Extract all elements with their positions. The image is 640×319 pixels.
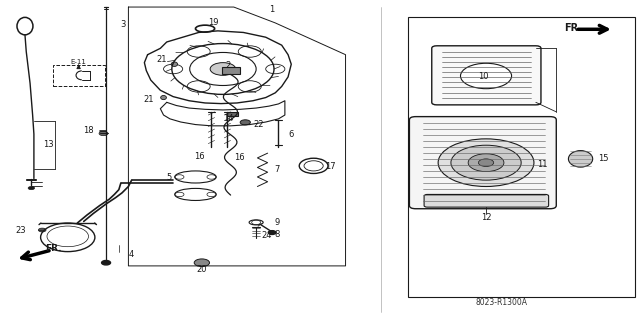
Ellipse shape xyxy=(172,62,177,66)
Text: FR.: FR. xyxy=(564,23,582,33)
Circle shape xyxy=(268,231,276,234)
Text: 10: 10 xyxy=(477,72,488,81)
Ellipse shape xyxy=(161,95,166,100)
Text: 16: 16 xyxy=(195,152,205,161)
Text: 1: 1 xyxy=(269,5,274,14)
Text: 16: 16 xyxy=(234,153,244,162)
FancyBboxPatch shape xyxy=(227,112,238,116)
Circle shape xyxy=(194,259,209,267)
Text: 9: 9 xyxy=(274,218,279,227)
Ellipse shape xyxy=(568,151,593,167)
Text: 21: 21 xyxy=(156,55,167,64)
Text: 11: 11 xyxy=(537,160,548,169)
FancyBboxPatch shape xyxy=(53,65,105,86)
Text: 8: 8 xyxy=(274,230,280,239)
Circle shape xyxy=(210,63,236,75)
Text: 24: 24 xyxy=(262,231,272,240)
Bar xyxy=(408,17,635,297)
Circle shape xyxy=(99,131,108,136)
Circle shape xyxy=(28,187,35,190)
Text: 21: 21 xyxy=(143,95,154,104)
Text: FR.: FR. xyxy=(45,244,62,253)
Circle shape xyxy=(38,228,46,232)
FancyBboxPatch shape xyxy=(410,117,556,209)
Text: 23: 23 xyxy=(15,226,26,234)
Text: 4: 4 xyxy=(129,250,134,259)
FancyBboxPatch shape xyxy=(424,195,548,207)
Text: 6: 6 xyxy=(288,130,294,138)
Text: 13: 13 xyxy=(43,140,54,149)
Text: 12: 12 xyxy=(481,213,492,222)
Text: 19: 19 xyxy=(208,18,219,27)
Text: 15: 15 xyxy=(598,154,608,163)
Text: 14: 14 xyxy=(223,114,234,123)
Text: 18: 18 xyxy=(83,126,93,135)
FancyBboxPatch shape xyxy=(221,67,239,74)
Circle shape xyxy=(451,145,521,180)
Circle shape xyxy=(478,159,493,167)
Circle shape xyxy=(240,120,250,125)
Text: 8023-R1300A: 8023-R1300A xyxy=(476,298,527,307)
FancyBboxPatch shape xyxy=(432,46,541,105)
Circle shape xyxy=(461,63,511,89)
Text: 22: 22 xyxy=(253,120,264,129)
Text: 17: 17 xyxy=(325,162,336,171)
Circle shape xyxy=(468,154,504,172)
Circle shape xyxy=(438,139,534,187)
Text: 7: 7 xyxy=(274,165,280,174)
Circle shape xyxy=(102,261,111,265)
Text: E-11: E-11 xyxy=(70,59,86,65)
Text: 5: 5 xyxy=(166,174,172,182)
Text: 20: 20 xyxy=(196,264,207,274)
Text: 3: 3 xyxy=(121,20,126,29)
Text: 2: 2 xyxy=(225,61,231,70)
